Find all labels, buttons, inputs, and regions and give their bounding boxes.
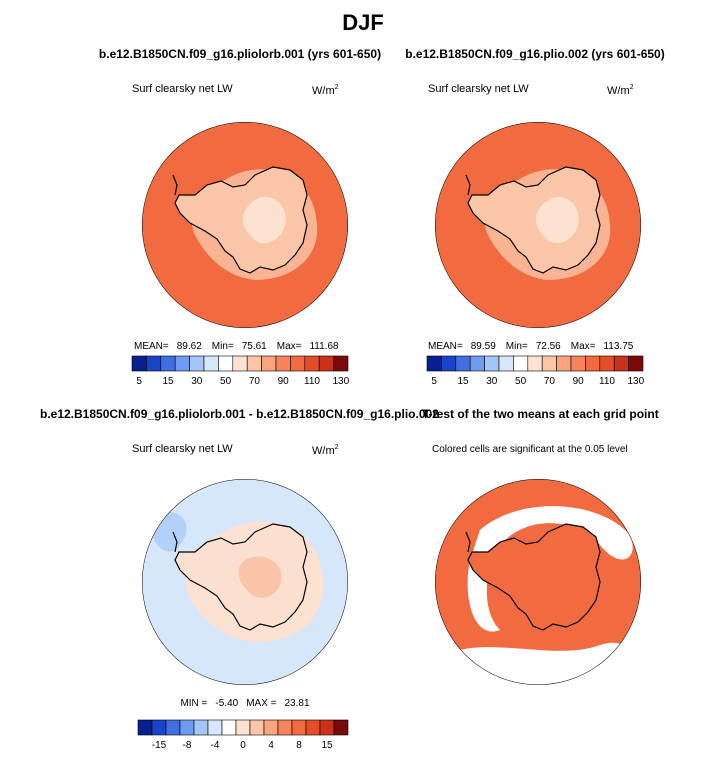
panel-2-colorbar: 5 15 30 50 70 90 110 130	[426, 355, 645, 387]
colorbar-tick-label: 50	[515, 376, 527, 387]
panel-4-case: T-test of the two means at each grid poi…	[422, 407, 659, 421]
panel-2-map	[435, 122, 641, 328]
colorbar-tick-label: 8	[296, 740, 302, 751]
panel-4: T-test of the two means at each grid poi…	[422, 407, 659, 685]
colorbar-tick-label: -4	[211, 740, 220, 751]
colorbar-tick-label: 30	[191, 376, 203, 387]
colorbar-swatch	[319, 719, 335, 736]
colorbar-tick-label: 70	[249, 376, 261, 387]
colorbar-swatch	[146, 355, 162, 372]
colorbar-tick-label: 0	[240, 740, 246, 751]
colorbar-swatch	[556, 355, 572, 372]
colorbar-tick-label: 110	[304, 376, 320, 387]
colorbar-swatch	[165, 719, 181, 736]
colorbar-tick-label: 70	[544, 376, 556, 387]
panel-2-variable: Surf clearsky net LW	[428, 83, 529, 95]
colorbar-tick-label: 15	[321, 740, 333, 751]
colorbar-tick-label: 90	[573, 376, 585, 387]
colorbar-tick-label: 90	[278, 376, 290, 387]
colorbar-swatch	[131, 355, 147, 372]
colorbar-tick-label: 15	[457, 376, 469, 387]
colorbar-swatch	[541, 355, 557, 372]
colorbar-swatch	[585, 355, 601, 372]
panel-4-map	[435, 479, 641, 685]
colorbar-swatch	[513, 355, 529, 372]
colorbar-tick-label: 130	[627, 376, 644, 387]
colorbar-swatch	[151, 719, 167, 736]
colorbar-swatch	[249, 719, 265, 736]
colorbar-swatch	[469, 355, 485, 372]
panel-3-colorbar: -15 -8 -4 0 4 8 15	[137, 719, 349, 751]
colorbar-swatch	[628, 355, 644, 372]
colorbar-swatch	[498, 355, 514, 372]
colorbar-swatch	[333, 719, 349, 736]
colorbar-tick-label: -8	[183, 740, 192, 751]
panel-2-units: W/m2	[607, 84, 634, 97]
colorbar-swatch	[218, 355, 234, 372]
colorbar-swatch	[189, 355, 205, 372]
colorbar-swatch	[193, 719, 209, 736]
panel-2: b.e12.B1850CN.f09_g16.plio.002 (yrs 601-…	[405, 47, 664, 387]
colorbar-swatch	[261, 355, 277, 372]
panel-1: b.e12.B1850CN.f09_g16.pliolorb.001 (yrs …	[99, 47, 381, 387]
colorbar-swatch	[246, 355, 262, 372]
colorbar-tick-label: 130	[332, 376, 349, 387]
panel-2-antarctica	[465, 166, 611, 280]
colorbar-swatch	[290, 355, 306, 372]
panel-2-case: b.e12.B1850CN.f09_g16.plio.002 (yrs 601-…	[405, 47, 664, 61]
colorbar-swatch	[305, 719, 321, 736]
colorbar-swatch	[613, 355, 629, 372]
colorbar-tick-label: 50	[220, 376, 232, 387]
panel-3-case: b.e12.B1850CN.f09_g16.pliolorb.001 - b.e…	[40, 407, 439, 421]
panel-1-stats: MEAN= 89.62 Min= 75.61 Max= 111.68	[134, 341, 339, 352]
colorbar-swatch	[441, 355, 457, 372]
panel-1-units: W/m2	[312, 84, 339, 97]
panel-3: b.e12.B1850CN.f09_g16.pliolorb.001 - b.e…	[40, 407, 439, 751]
colorbar-swatch	[426, 355, 442, 372]
colorbar-swatch	[291, 719, 307, 736]
panel-1-case: b.e12.B1850CN.f09_g16.pliolorb.001 (yrs …	[99, 47, 381, 61]
colorbar-swatch	[275, 355, 291, 372]
colorbar-swatch	[455, 355, 471, 372]
colorbar-swatch	[333, 355, 349, 372]
panel-3-units: W/m2	[312, 444, 339, 457]
colorbar-swatch	[232, 355, 248, 372]
colorbar-tick-label: 5	[431, 376, 437, 387]
colorbar-tick-label: 15	[162, 376, 174, 387]
colorbar-swatch	[235, 719, 251, 736]
colorbar-swatch	[160, 355, 176, 372]
colorbar-swatch	[203, 355, 219, 372]
panel-3-antarctica	[172, 521, 324, 642]
panel-1-variable: Surf clearsky net LW	[132, 83, 233, 95]
panel-3-map	[142, 479, 348, 685]
colorbar-swatch	[277, 719, 293, 736]
colorbar-swatch	[221, 719, 237, 736]
colorbar-swatch	[179, 719, 195, 736]
colorbar-swatch	[304, 355, 320, 372]
colorbar-swatch	[484, 355, 500, 372]
panel-3-stats: MIN = -5.40 MAX = 23.81	[180, 698, 310, 709]
panel-2-stats: MEAN= 89.59 Min= 72.56 Max= 113.75	[428, 341, 634, 352]
colorbar-swatch	[527, 355, 543, 372]
panel-1-map	[142, 122, 348, 328]
figure-title: DJF	[342, 10, 384, 35]
colorbar-swatch	[174, 355, 190, 372]
colorbar-tick-label: -15	[152, 740, 167, 751]
colorbar-swatch	[207, 719, 223, 736]
colorbar-swatch	[599, 355, 615, 372]
colorbar-tick-label: 110	[599, 376, 615, 387]
panel-4-note: Colored cells are significant at the 0.0…	[432, 444, 628, 455]
colorbar-tick-label: 30	[486, 376, 498, 387]
colorbar-swatch	[318, 355, 334, 372]
colorbar-swatch	[570, 355, 586, 372]
colorbar-tick-label: 5	[136, 376, 142, 387]
panel-1-antarctica	[172, 166, 318, 280]
colorbar-swatch	[263, 719, 279, 736]
panel-3-variable: Surf clearsky net LW	[132, 443, 233, 455]
colorbar-swatch	[137, 719, 153, 736]
colorbar-tick-label: 4	[268, 740, 274, 751]
panel-1-colorbar: 5 15 30 50 70 90 110 130	[131, 355, 350, 387]
